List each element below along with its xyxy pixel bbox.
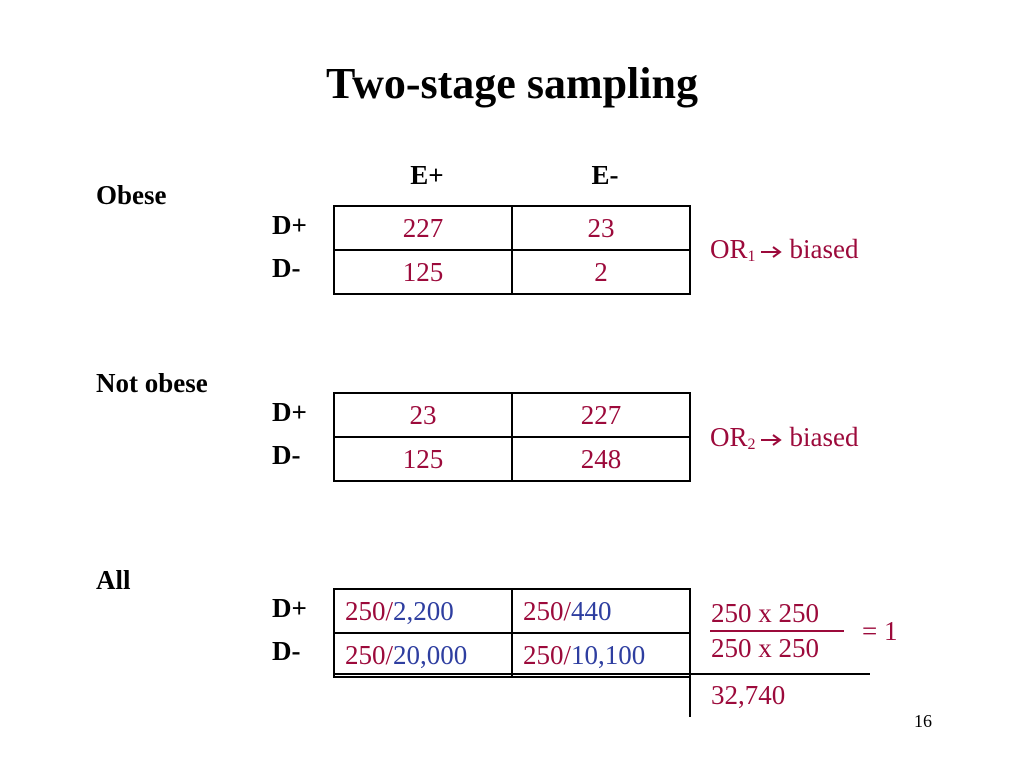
row-label-d-plus: D+ [272, 593, 307, 623]
all-table: 250/2,200 250/440 250/20,000 250/10,100 [333, 588, 691, 678]
fraction-numerator: 250 x 250 [711, 598, 819, 628]
all-cell-d-plus-e-plus: 250/2,200 [333, 588, 513, 634]
row-label-d-minus: D- [272, 440, 301, 470]
obese-cell-d-plus-e-minus: 23 [511, 205, 691, 251]
row-label-d-plus: D+ [272, 397, 307, 427]
cell-denominator: 10,100 [571, 639, 646, 670]
obese-cell-d-minus-e-plus: 125 [333, 249, 513, 295]
or-not-obese-label: OR [710, 422, 748, 452]
cell-denominator: 440 [571, 595, 612, 626]
cell-numerator: 250/ [345, 639, 394, 670]
or-obese: OR1 biased [710, 236, 859, 265]
total-horizontal-rule [333, 673, 870, 675]
obese-cell-d-plus-e-plus: 227 [333, 205, 513, 251]
cell-numerator: 250/ [345, 595, 394, 626]
right-arrow-icon [760, 433, 782, 446]
not-obese-table: 23 227 125 248 [333, 392, 691, 482]
cell-denominator: 2,200 [393, 595, 454, 626]
not-obese-cell-d-plus-e-minus: 227 [511, 392, 691, 438]
fraction-result: = 1 [862, 616, 898, 646]
all-cell-d-minus-e-plus: 250/20,000 [333, 632, 513, 678]
page-number: 16 [914, 711, 932, 731]
cell-numerator: 250/ [523, 595, 572, 626]
or-obese-label: OR [710, 234, 748, 264]
group-label-all: All [96, 565, 131, 595]
or-not-obese-subscript: 2 [747, 436, 756, 453]
row-label-d-plus: D+ [272, 210, 307, 240]
group-label-obese: Obese [96, 180, 167, 210]
not-obese-cell-d-plus-e-plus: 23 [333, 392, 513, 438]
all-cell-d-plus-e-minus: 250/440 [511, 588, 691, 634]
fraction-denominator: 250 x 250 [711, 633, 819, 663]
column-header-e-minus: E- [591, 160, 619, 190]
row-label-d-minus: D- [272, 253, 301, 283]
or-not-obese-result: biased [789, 422, 859, 452]
cell-numerator: 250/ [523, 639, 572, 670]
group-label-not-obese: Not obese [96, 368, 208, 398]
not-obese-cell-d-minus-e-minus: 248 [511, 436, 691, 482]
or-obese-subscript: 1 [747, 248, 756, 265]
all-cell-d-minus-e-minus: 250/10,100 [511, 632, 691, 678]
right-arrow-icon [760, 245, 782, 258]
or-not-obese: OR2 biased [710, 424, 859, 453]
total-value: 32,740 [711, 680, 786, 710]
cell-denominator: 20,000 [393, 639, 468, 670]
not-obese-cell-d-minus-e-plus: 125 [333, 436, 513, 482]
slide-title: Two-stage sampling [326, 59, 698, 108]
obese-table: 227 23 125 2 [333, 205, 691, 295]
or-obese-result: biased [789, 234, 859, 264]
row-label-d-minus: D- [272, 636, 301, 666]
column-header-e-plus: E+ [410, 160, 444, 190]
total-vertical-rule [689, 672, 691, 717]
obese-cell-d-minus-e-minus: 2 [511, 249, 691, 295]
fraction-bar [710, 630, 844, 632]
